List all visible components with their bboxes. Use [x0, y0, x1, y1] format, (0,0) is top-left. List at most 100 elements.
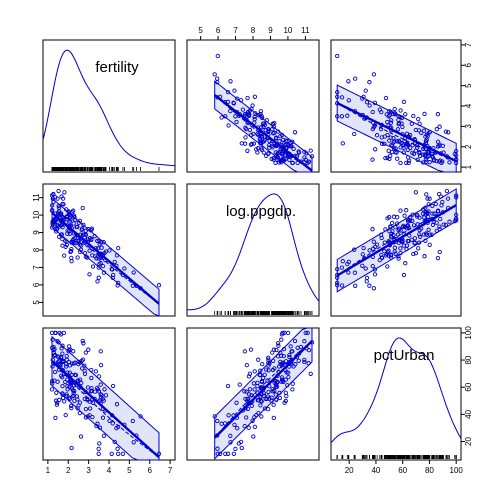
data-point	[95, 421, 100, 426]
data-point	[280, 158, 286, 163]
panel-frame	[186, 183, 320, 317]
data-point	[267, 142, 272, 148]
panel-frame	[330, 183, 462, 317]
data-point	[261, 150, 267, 155]
data-point	[295, 345, 300, 350]
data-point	[78, 247, 84, 252]
diagonal-label: fertility	[95, 59, 139, 76]
data-point	[251, 141, 257, 146]
data-point	[64, 364, 69, 369]
data-point	[383, 95, 389, 101]
data-point	[110, 383, 116, 389]
data-point	[431, 158, 436, 163]
data-point	[443, 222, 449, 228]
tick-label: 9	[32, 230, 41, 235]
tick-label: 5	[32, 300, 41, 305]
data-point	[417, 232, 422, 237]
data-point	[424, 159, 429, 164]
data-point	[363, 266, 368, 271]
tick-label: 60	[398, 466, 407, 475]
data-point	[86, 347, 91, 352]
data-point	[385, 264, 390, 269]
data-point	[56, 188, 61, 194]
data-point	[280, 330, 285, 336]
data-point	[228, 433, 233, 438]
data-point	[281, 353, 286, 359]
data-point	[417, 234, 423, 239]
data-point	[115, 283, 120, 288]
data-point	[102, 387, 107, 392]
data-point	[112, 439, 117, 445]
data-point	[244, 415, 249, 420]
data-point	[435, 112, 441, 117]
data-point	[256, 146, 261, 151]
data-point	[234, 119, 239, 125]
data-point	[339, 283, 345, 288]
panel-pctUrban-vs-pctUrban: pctUrban	[330, 327, 462, 461]
data-point	[271, 157, 276, 162]
tick-label: 7	[464, 42, 473, 47]
data-point	[98, 349, 103, 354]
data-point	[389, 142, 394, 148]
data-point	[409, 121, 414, 126]
data-point	[72, 398, 77, 404]
data-point	[266, 355, 271, 360]
data-point	[395, 127, 401, 132]
data-point	[271, 402, 276, 407]
data-point	[219, 115, 224, 120]
data-point	[89, 388, 95, 393]
data-point	[95, 238, 100, 244]
data-point	[64, 392, 69, 397]
data-point	[67, 219, 72, 224]
data-point	[438, 216, 443, 222]
data-point	[100, 396, 105, 402]
data-point	[398, 246, 403, 251]
data-point	[228, 440, 233, 445]
data-point	[262, 372, 267, 377]
data-point	[259, 115, 265, 120]
data-point	[226, 413, 231, 418]
data-point	[430, 203, 435, 209]
data-point	[80, 366, 85, 371]
data-point	[398, 108, 403, 113]
data-point	[95, 246, 101, 251]
data-point	[87, 248, 92, 253]
data-point	[447, 219, 452, 224]
data-point	[96, 275, 101, 280]
data-point	[255, 150, 260, 155]
data-point	[100, 415, 106, 420]
data-point	[55, 379, 60, 384]
data-point	[64, 214, 69, 219]
data-point	[370, 227, 375, 232]
data-point	[77, 410, 82, 416]
data-point	[64, 242, 69, 247]
data-point	[397, 226, 402, 231]
data-point	[345, 261, 350, 267]
data-point	[271, 415, 276, 421]
data-point	[288, 344, 293, 349]
data-point	[251, 131, 256, 137]
data-point	[274, 379, 280, 384]
data-point	[240, 107, 246, 112]
data-point	[335, 266, 340, 272]
data-point	[228, 79, 233, 84]
data-point	[260, 361, 265, 367]
data-point	[425, 211, 430, 216]
data-point	[242, 349, 248, 354]
data-point	[427, 242, 432, 247]
data-point	[252, 387, 257, 392]
data-point	[373, 147, 378, 152]
data-point	[363, 88, 368, 93]
data-point	[231, 100, 236, 105]
data-point	[232, 422, 237, 427]
data-point	[110, 275, 115, 281]
data-point	[49, 208, 55, 213]
data-point	[416, 240, 422, 245]
data-point	[417, 121, 422, 126]
data-point	[244, 111, 249, 117]
data-point	[401, 150, 406, 155]
data-point	[283, 398, 288, 404]
data-point	[340, 141, 345, 146]
data-point	[360, 263, 365, 268]
panel-fertility-vs-pctUrban	[330, 39, 462, 173]
